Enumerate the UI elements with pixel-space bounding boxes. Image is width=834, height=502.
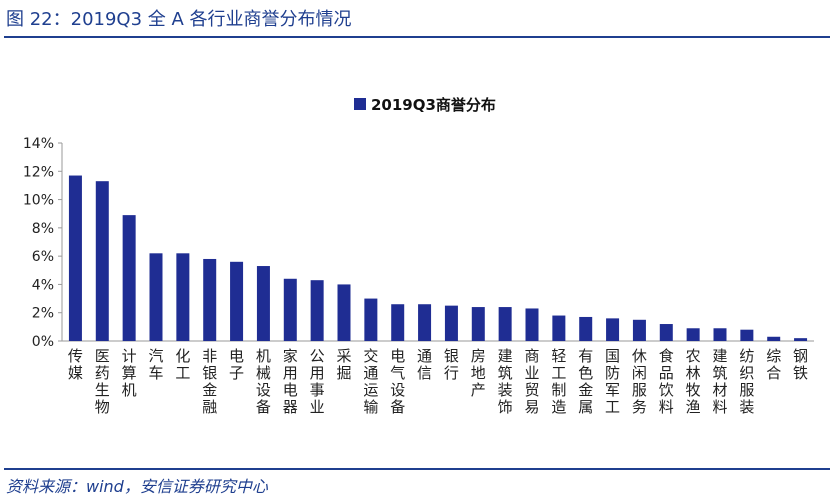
bar: [606, 318, 620, 341]
source-note: 资料来源：wind，安信证券研究中心: [6, 477, 268, 496]
x-tick-label: 公用事业: [310, 347, 325, 416]
bar: [283, 278, 297, 341]
x-tick-label: 建筑装饰: [498, 347, 513, 416]
bar: [552, 315, 566, 341]
bar: [337, 284, 351, 341]
y-tick-label: 6%: [32, 249, 54, 265]
bar: [740, 329, 754, 341]
bar: [68, 175, 82, 341]
x-tick-label: 电子: [229, 347, 244, 382]
figure-title: 图 22：2019Q3 全 A 各行业商誉分布情况: [6, 9, 352, 30]
x-tick-label: 休闲服务: [632, 347, 647, 416]
bar: [203, 258, 217, 341]
y-tick-label: 10%: [23, 193, 54, 209]
x-tick-label: 非银金融: [202, 347, 217, 416]
y-tick-label: 4%: [32, 277, 54, 293]
source-divider: [4, 468, 830, 470]
x-tick-label: 通信: [417, 347, 432, 382]
x-tick-label: 化工: [175, 347, 190, 382]
y-tick-label: 14%: [23, 136, 54, 152]
x-tick-label: 机械设备: [256, 347, 271, 416]
bar: [794, 338, 808, 341]
x-tick-label: 综合: [766, 347, 781, 382]
bar: [256, 266, 270, 341]
y-tick-label: 12%: [23, 164, 54, 180]
x-tick-label: 纺织服装: [739, 347, 754, 416]
x-tick-label: 传媒: [68, 347, 83, 382]
bar: [686, 328, 700, 341]
x-tick-label: 国防军工: [605, 347, 620, 416]
bar: [176, 253, 190, 341]
x-tick-label: 家用电器: [283, 347, 298, 416]
bar: [579, 316, 593, 341]
bar: [498, 307, 512, 341]
x-tick-label: 轻工制造: [551, 347, 566, 416]
bar: [713, 328, 727, 341]
x-tick-label: 医药生物: [95, 347, 110, 416]
x-tick-label: 汽车: [148, 347, 163, 382]
title-divider: [4, 36, 830, 38]
x-tick-label: 电气设备: [390, 347, 405, 416]
x-tick-label: 钢铁: [793, 347, 808, 382]
y-tick-label: 2%: [32, 306, 54, 322]
x-tick-label: 银行: [444, 347, 459, 382]
bar: [230, 261, 244, 341]
x-tick-label: 农林牧渔: [686, 347, 701, 416]
bar: [444, 305, 458, 341]
bar: [418, 304, 432, 341]
y-tick-label: 0%: [32, 334, 54, 350]
bar: [391, 304, 405, 341]
x-tick-label: 采掘: [336, 347, 351, 382]
x-tick-label: 计算机: [122, 347, 137, 399]
bar: [767, 336, 781, 341]
x-tick-label: 交通运输: [363, 347, 378, 416]
x-tick-label: 建筑材料: [712, 347, 727, 416]
x-tick-label: 有色金属: [578, 347, 593, 416]
legend-label: 2019Q3商誉分布: [371, 96, 496, 114]
bar: [95, 181, 109, 341]
x-tick-label: 商业贸易: [524, 347, 539, 416]
bar: [122, 215, 136, 341]
bar: [525, 308, 539, 341]
bar: [471, 307, 485, 341]
y-tick-label: 8%: [32, 221, 54, 237]
bar: [310, 280, 324, 341]
x-tick-label: 房地产: [471, 347, 486, 399]
bar: [364, 298, 378, 341]
legend-swatch: [354, 98, 366, 110]
bar: [659, 324, 673, 341]
bar: [632, 319, 646, 341]
x-tick-label: 食品饮料: [659, 347, 674, 416]
bar: [149, 253, 163, 341]
